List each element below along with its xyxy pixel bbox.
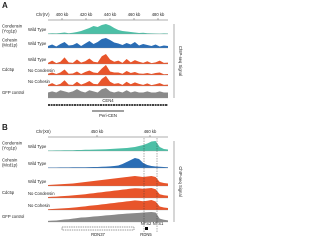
feature-label: RDN5 [140,232,152,237]
group-label: (Ycg1p) [2,29,17,34]
scale-tick-label: 460 kb [144,129,157,134]
group-label: GFP control [2,90,24,95]
signal-track [48,24,168,34]
group-label: Cdc5p [2,190,15,195]
scale-tick-label: 480 kb [152,12,165,17]
scale-tick-label: 460 kb [128,12,141,17]
signal-track [48,212,168,222]
gene-rdn37 [61,226,135,231]
scale-tick-label: 420 kb [80,12,93,17]
track-name: Wild Type [28,41,47,46]
scale-tick-label: 400 kb [56,12,69,17]
track-name: Wild Type [28,57,47,62]
feature-label: NTS1 [153,221,164,226]
signal-track [48,188,168,198]
track-name: Wild Type [28,179,47,184]
feature-label: RDN37 [91,232,105,237]
signal-axis-label: ChIP-seq Signal [178,166,183,196]
track-name: No Condensin [28,68,55,73]
signal-track [48,141,168,151]
scale-tick-label: 440 kb [104,12,117,17]
track-name: Wild Type [28,144,47,149]
signal-track [48,176,168,186]
signal-track [48,38,168,48]
signal-track [48,158,168,168]
panel-label: A [2,1,8,10]
group-label: GFP control [2,214,24,219]
signal-track [48,200,168,210]
signal-track [48,65,168,75]
group-label: Cohesin [2,38,18,43]
track-name: Wild Type [28,27,47,32]
group-label: Cohesin [2,158,18,163]
feature-label: Peri-CEN [99,113,117,118]
signal-track [48,88,168,98]
scale-tick-label: 450 kb [91,129,104,134]
group-label: (Mcd1p) [2,43,18,48]
signal-track [48,76,168,86]
feature-label: CEN4 [102,98,114,103]
track-name: No Condensin [28,191,55,196]
chromosome-label: Chr(XII) [36,129,51,134]
panel-label: B [2,123,8,132]
feature-label: NTS2 [141,221,152,226]
track-name: No Cohesin [28,203,51,208]
signal-track [48,54,168,64]
track-name: Wild Type [28,161,47,166]
group-label: (Ycg1p) [2,146,17,151]
chromosome-label: Chr(IV) [36,12,50,17]
signal-axis-label: ChIP-seq Signal [178,46,183,76]
group-label: (Mcd1p) [2,163,18,168]
figure: A Chr(IV) 400 kb 420 kb 440 kb 460 kb 480 kb Co… [2,1,183,237]
gene-rdn5 [145,227,148,230]
group-label: Condensin [2,24,23,29]
group-label: Cdc5p [2,67,15,72]
track-name: No Cohesin [28,79,51,84]
group-label: Condensin [2,141,23,146]
